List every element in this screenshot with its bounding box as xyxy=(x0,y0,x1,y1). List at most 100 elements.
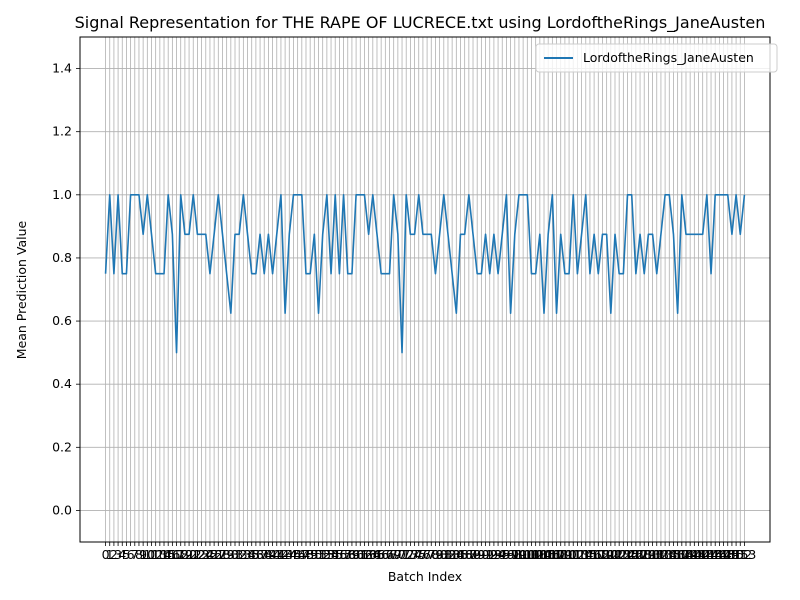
x-tick-label: 98 xyxy=(507,547,523,562)
x-tick-label: 31 xyxy=(227,547,243,562)
plot-area-frame xyxy=(79,36,771,543)
x-tick-label: 113 xyxy=(565,547,589,562)
x-tick-label: 62 xyxy=(356,547,372,562)
x-tick-label: 67 xyxy=(377,547,393,562)
x-tick-label: 81 xyxy=(436,547,452,562)
x-tick-label: 34 xyxy=(240,547,256,562)
x-tick-label: 56 xyxy=(331,547,347,562)
x-tick-label: 44 xyxy=(281,547,297,562)
x-axis-ticks: 0123456789101112131415161718192021222324… xyxy=(102,542,756,562)
x-tick-label: 140 xyxy=(678,547,702,562)
series-layer xyxy=(104,194,746,354)
y-axis-ticks: 0.0 0.2 0.4 0.6 0.8 1.0 1.2 1.4 xyxy=(52,61,80,517)
x-tick-label: 10 xyxy=(139,547,155,562)
x-tick-label: 127 xyxy=(624,547,648,562)
y-tick-label: 0.0 xyxy=(52,502,72,517)
x-tick-label: 48 xyxy=(298,547,314,562)
x-tick-label: 132 xyxy=(645,547,669,562)
x-tick-label: 14 xyxy=(156,547,172,562)
y-axis-label: Mean Prediction Value xyxy=(14,220,29,359)
y-tick-label: 0.4 xyxy=(52,376,72,391)
x-tick-label: 129 xyxy=(632,547,656,562)
x-tick-label: 112 xyxy=(561,547,585,562)
x-tick-label: 85 xyxy=(453,547,469,562)
x-tick-label: 54 xyxy=(323,547,339,562)
x-tick-label: 126 xyxy=(620,547,644,562)
x-tick-label: 93 xyxy=(486,547,502,562)
x-tick-label: 63 xyxy=(361,547,377,562)
x-tick-label: 49 xyxy=(302,547,318,562)
x-tick-label: 146 xyxy=(703,547,727,562)
x-tick-label: 114 xyxy=(570,547,594,562)
x-tick-label: 144 xyxy=(695,547,719,562)
x-tick-label: 58 xyxy=(340,547,356,562)
x-tick-label: 80 xyxy=(432,547,448,562)
x-tick-label: 74 xyxy=(407,547,423,562)
x-tick-label: 75 xyxy=(411,547,427,562)
x-tick-label: 52 xyxy=(315,547,331,562)
x-tick-label: 147 xyxy=(707,547,731,562)
x-tick-label: 70 xyxy=(390,547,406,562)
x-tick-label: 150 xyxy=(720,547,744,562)
x-tick-label: 39 xyxy=(260,547,276,562)
x-tick-label: 123 xyxy=(607,547,631,562)
x-tick-label: 100 xyxy=(511,547,535,562)
y-tick-label: 0.8 xyxy=(52,250,72,265)
x-tick-label: 0 xyxy=(102,547,110,562)
x-tick-label: 130 xyxy=(636,547,660,562)
x-tick-label: 141 xyxy=(682,547,706,562)
x-tick-label: 17 xyxy=(169,547,185,562)
x-tick-label: 148 xyxy=(712,547,736,562)
x-tick-label: 35 xyxy=(244,547,260,562)
x-tick-label: 41 xyxy=(269,547,285,562)
x-tick-label: 125 xyxy=(616,547,640,562)
x-tick-label: 2 xyxy=(110,547,118,562)
x-tick-label: 1 xyxy=(106,547,114,562)
x-tick-label: 92 xyxy=(482,547,498,562)
x-tick-label: 99 xyxy=(511,547,527,562)
legend-series-name: LordoftheRings_JaneAusten xyxy=(583,50,754,65)
y-tick-label: 1.0 xyxy=(52,187,72,202)
x-tick-label: 84 xyxy=(448,547,464,562)
x-tick-label: 79 xyxy=(427,547,443,562)
x-tick-label: 28 xyxy=(215,547,231,562)
x-tick-label: 88 xyxy=(465,547,481,562)
x-tick-label: 47 xyxy=(294,547,310,562)
x-tick-label: 13 xyxy=(152,547,168,562)
x-tick-label: 11 xyxy=(144,547,160,562)
x-tick-label: 61 xyxy=(352,547,368,562)
x-tick-label: 138 xyxy=(670,547,694,562)
y-tick-label: 0.6 xyxy=(52,313,72,328)
series-line xyxy=(104,194,746,354)
x-tick-label: 8 xyxy=(135,547,143,562)
x-tick-label: 90 xyxy=(473,547,489,562)
x-tick-label: 111 xyxy=(557,547,581,562)
x-tick-label: 133 xyxy=(649,547,673,562)
x-tick-label: 68 xyxy=(382,547,398,562)
x-gridlines xyxy=(105,37,745,542)
x-tick-label: 73 xyxy=(402,547,418,562)
x-tick-label: 20 xyxy=(181,547,197,562)
x-tick-label: 5 xyxy=(122,547,130,562)
x-tick-label: 78 xyxy=(423,547,439,562)
x-tick-label: 72 xyxy=(398,547,414,562)
y-tick-label: 1.4 xyxy=(52,61,72,76)
x-tick-label: 65 xyxy=(369,547,385,562)
x-tick-label: 77 xyxy=(419,547,435,562)
x-tick-label: 117 xyxy=(582,547,606,562)
x-tick-label: 137 xyxy=(666,547,690,562)
x-tick-label: 121 xyxy=(599,547,623,562)
legend-box xyxy=(535,43,778,73)
x-tick-label: 12 xyxy=(148,547,164,562)
x-tick-label: 105 xyxy=(532,547,556,562)
x-tick-label: 46 xyxy=(290,547,306,562)
x-tick-label: 7 xyxy=(131,547,139,562)
x-tick-label: 27 xyxy=(210,547,226,562)
x-tick-label: 33 xyxy=(235,547,251,562)
x-axis-label: Batch Index xyxy=(388,569,462,584)
x-tick-label: 24 xyxy=(198,547,214,562)
x-tick-label: 66 xyxy=(373,547,389,562)
x-tick-label: 109 xyxy=(549,547,573,562)
x-tick-label: 43 xyxy=(277,547,293,562)
